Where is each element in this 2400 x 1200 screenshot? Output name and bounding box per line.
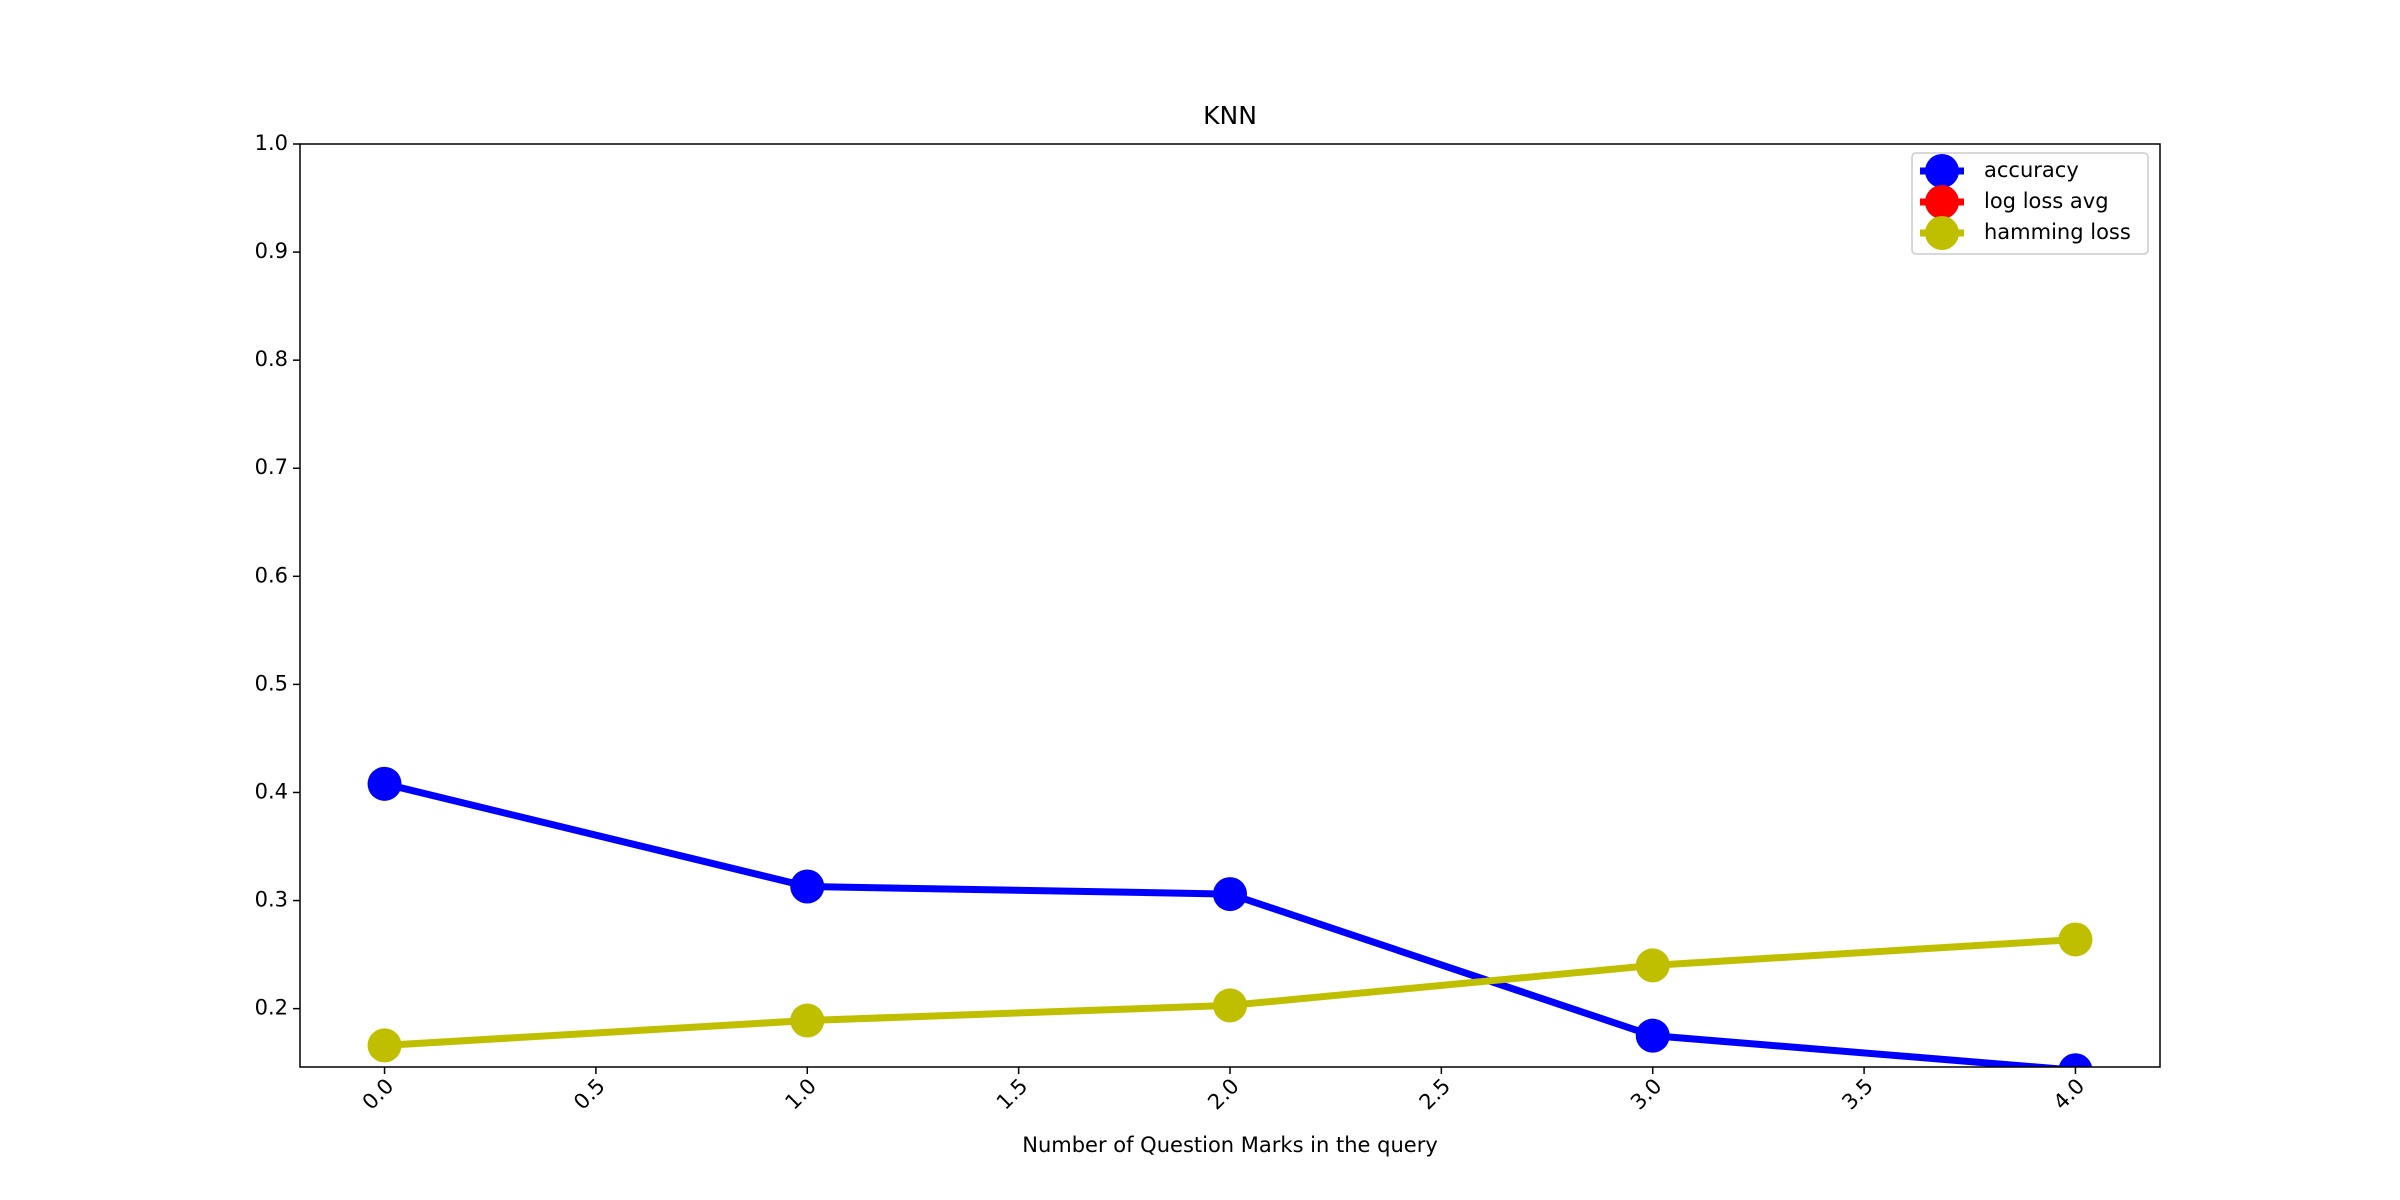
y-tick-label: 0.3 [255, 888, 288, 912]
data-point [367, 766, 402, 801]
data-point [1213, 877, 1247, 912]
y-tick-label: 0.2 [255, 996, 288, 1020]
legend-marker [1925, 154, 1959, 188]
data-point [1213, 988, 1247, 1023]
y-tick-label: 0.8 [255, 347, 288, 371]
plot-frame [299, 143, 2161, 1068]
data-point [1635, 948, 1670, 983]
y-tick-label: 0.7 [255, 455, 288, 479]
legend-box [1911, 152, 2149, 255]
legend-label: log loss avg [1984, 189, 2109, 213]
legend-marker [1925, 216, 1959, 250]
data-point [790, 869, 825, 904]
data-point [790, 1003, 825, 1038]
y-tick-label: 0.5 [255, 671, 288, 695]
chart-title: KNN [1203, 101, 1257, 130]
y-tick-label: 0.6 [255, 563, 288, 587]
plot-area [367, 766, 2093, 1067]
data-point [2058, 922, 2093, 957]
y-tick-label: 0.9 [255, 239, 288, 263]
x-axis-label: Number of Question Marks in the query [1022, 1133, 1438, 1157]
y-tick-label: 1.0 [255, 131, 288, 155]
legend-label: hamming loss [1984, 220, 2131, 244]
legend-marker [1925, 185, 1959, 219]
data-point [1635, 1018, 1670, 1053]
legend-label: accuracy [1984, 158, 2079, 182]
data-point [2058, 1053, 2093, 1067]
data-point [367, 1028, 402, 1063]
y-tick-label: 0.4 [255, 779, 288, 803]
